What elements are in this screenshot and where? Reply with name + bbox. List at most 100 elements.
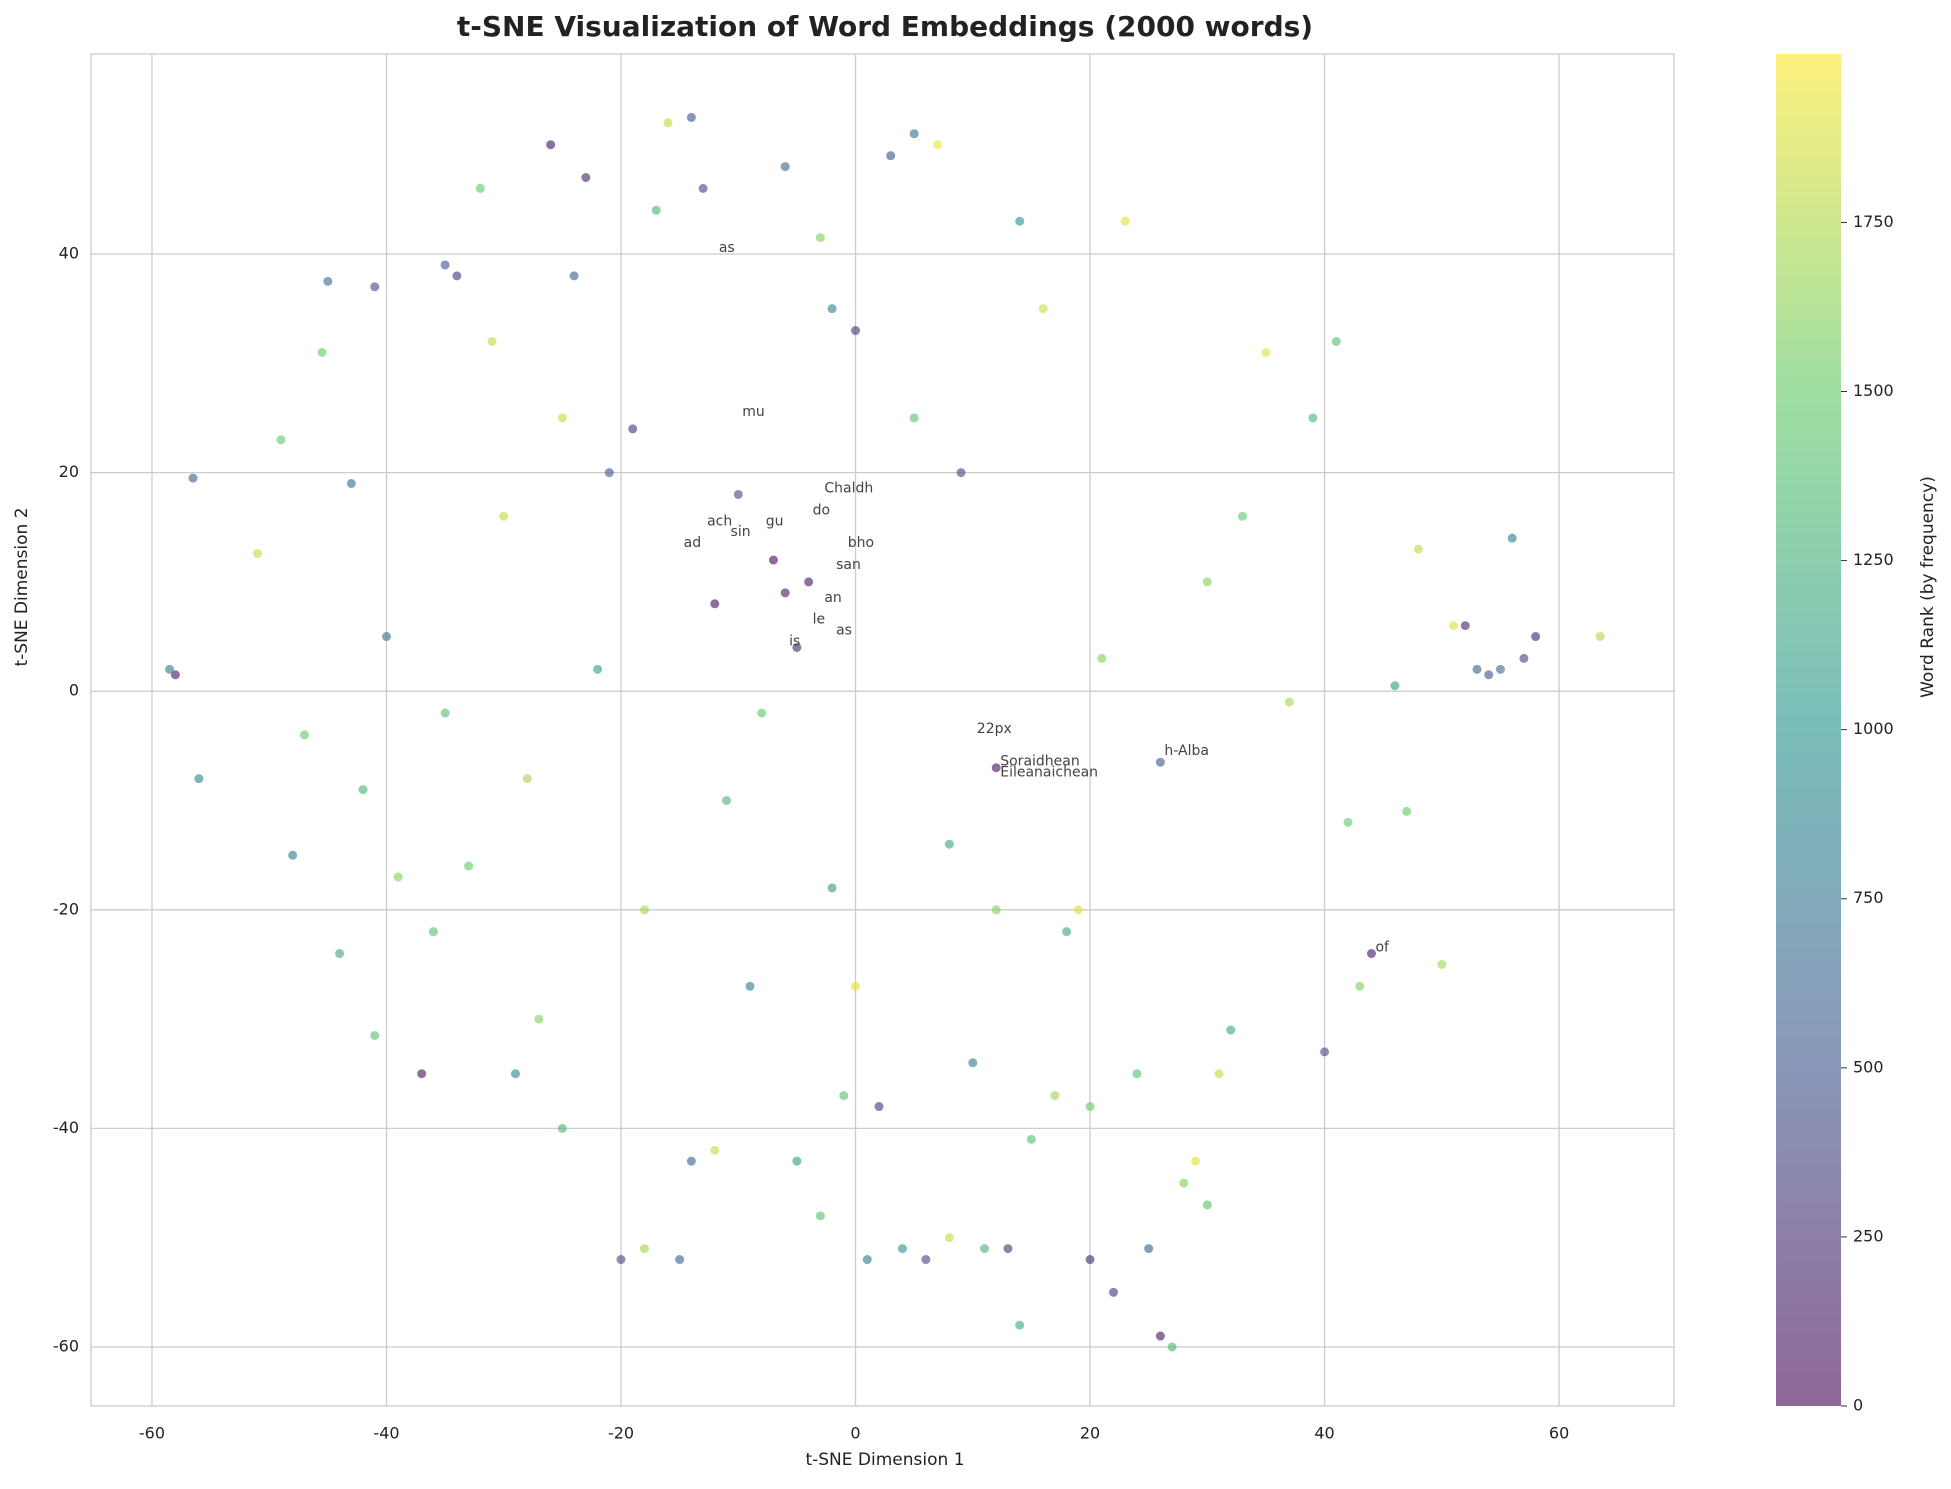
y-tick-label: 0 — [69, 681, 79, 700]
point — [745, 981, 755, 991]
point — [933, 140, 943, 150]
annotation: mu — [742, 404, 765, 420]
colorbar-tick-label: 1750 — [1853, 212, 1894, 231]
point — [1402, 806, 1412, 816]
point — [1109, 1287, 1119, 1297]
point — [1343, 817, 1353, 827]
y-axis-label: t-SNE Dimension 2 — [12, 507, 32, 666]
point — [1155, 1331, 1165, 1341]
point — [639, 1244, 649, 1254]
point — [897, 1244, 907, 1254]
annotation: of — [1375, 940, 1390, 956]
annotation: Soraidhean — [1000, 754, 1080, 770]
point — [1507, 533, 1517, 543]
point — [452, 271, 462, 281]
annotation: ad — [684, 535, 701, 551]
point — [1261, 347, 1271, 357]
point — [628, 424, 638, 434]
annotation: Eileanaichean — [1000, 765, 1098, 781]
point — [768, 555, 778, 565]
annotation: Chaldh — [824, 480, 873, 496]
annotation: ach — [707, 513, 732, 529]
x-axis-label: t-SNE Dimension 1 — [805, 1450, 964, 1470]
point — [851, 326, 861, 336]
point — [651, 205, 661, 215]
point — [616, 1255, 626, 1265]
point — [1191, 1156, 1201, 1166]
point — [780, 162, 790, 172]
point — [815, 233, 825, 243]
point — [317, 347, 327, 357]
point — [1062, 927, 1072, 937]
point — [722, 795, 732, 805]
point — [522, 774, 532, 784]
x-tick-label: 20 — [1080, 1424, 1100, 1443]
point — [428, 927, 438, 937]
point — [757, 708, 767, 718]
point — [851, 981, 861, 991]
point — [1015, 216, 1025, 226]
chart-title: t-SNE Visualization of Word Embeddings (… — [457, 10, 1313, 43]
point — [1308, 413, 1318, 423]
point — [991, 905, 1001, 915]
point — [464, 861, 474, 871]
colorbar — [1776, 54, 1841, 1406]
point — [1038, 304, 1048, 314]
point — [991, 763, 1001, 773]
point — [1120, 216, 1130, 226]
point — [686, 1156, 696, 1166]
point — [604, 468, 614, 478]
annotation: gu — [766, 513, 784, 529]
colorbar-tick-label: 1250 — [1853, 550, 1894, 569]
colorbar-tick-label: 1500 — [1853, 381, 1894, 400]
colorbar-tick-label: 250 — [1853, 1226, 1884, 1245]
point — [1097, 653, 1107, 663]
point — [358, 785, 368, 795]
point — [780, 588, 790, 598]
point — [188, 473, 198, 483]
point — [1449, 621, 1459, 631]
point — [1202, 577, 1212, 587]
point — [886, 151, 896, 161]
x-tick-label: -20 — [608, 1424, 634, 1443]
point — [1085, 1102, 1095, 1112]
point — [639, 905, 649, 915]
point — [440, 260, 450, 270]
point — [335, 949, 345, 959]
point — [487, 336, 497, 346]
point — [874, 1102, 884, 1112]
point — [1320, 1047, 1330, 1057]
y-tick-label: -60 — [53, 1336, 79, 1355]
point — [170, 670, 180, 680]
annotation: bho — [848, 535, 874, 551]
annotation: an — [824, 590, 841, 606]
colorbar-tick-label: 0 — [1853, 1396, 1863, 1415]
point — [980, 1244, 990, 1254]
point — [804, 577, 814, 587]
point — [1073, 905, 1083, 915]
point — [956, 468, 966, 478]
point — [346, 479, 356, 489]
point — [710, 1145, 720, 1155]
x-tick-label: 0 — [850, 1424, 860, 1443]
point — [663, 118, 673, 128]
plot-frame — [90, 53, 1675, 1407]
point — [276, 435, 286, 445]
point — [288, 850, 298, 860]
colorbar-tick-label: 1000 — [1853, 719, 1894, 738]
point — [1179, 1178, 1189, 1188]
annotation: h-Alba — [1164, 743, 1209, 759]
point — [944, 1233, 954, 1243]
x-tick-label: 40 — [1314, 1424, 1334, 1443]
point — [299, 730, 309, 740]
point — [417, 1069, 427, 1079]
point — [1132, 1069, 1142, 1079]
point — [944, 839, 954, 849]
point — [1355, 981, 1365, 991]
point — [686, 112, 696, 122]
point — [1026, 1134, 1036, 1144]
annotation: is — [789, 633, 800, 649]
point — [1085, 1255, 1095, 1265]
point — [393, 872, 403, 882]
point — [1331, 336, 1341, 346]
